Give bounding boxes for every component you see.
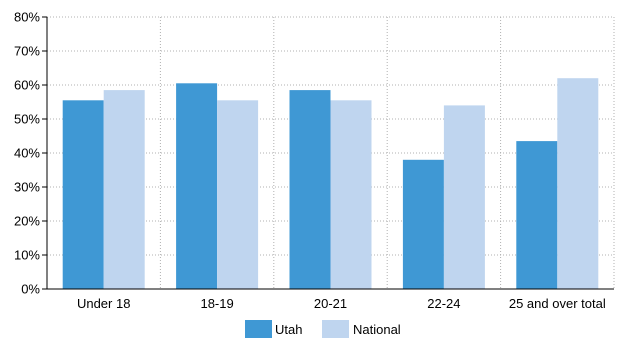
y-tick-label: 80% [14,10,40,25]
bar-national-3 [443,105,485,290]
y-tick-label: 10% [14,248,40,263]
y-tick-label: 20% [14,214,40,229]
x-tick-label: 22-24 [427,296,460,311]
bar-utah-3 [402,159,444,289]
bar-utah-2 [289,90,331,289]
x-tick-label: 18-19 [200,296,233,311]
y-tick-label: 60% [14,78,40,93]
bars [62,78,599,290]
y-tick-labels: 0% 10% 20% 30% 40% 50% 60% 70% 80% [14,10,40,297]
bar-utah-4 [516,141,558,289]
bar-national-1 [217,100,259,289]
bar-utah-1 [176,83,218,289]
legend-swatch-utah [245,320,272,338]
y-tick-label: 0% [21,282,40,297]
bar-utah-0 [62,100,104,289]
legend-label-national: National [353,322,401,337]
bar-national-2 [330,100,372,289]
x-tick-label: 25 and over total [509,296,606,311]
bar-national-0 [103,90,145,289]
y-tick-label: 40% [14,146,40,161]
legend: Utah National [245,320,401,338]
x-tick-label: Under 18 [77,296,130,311]
legend-swatch-national [322,320,349,338]
bar-national-4 [557,78,599,289]
legend-label-utah: Utah [275,322,302,337]
y-tick-label: 70% [14,44,40,59]
y-tick-label: 30% [14,180,40,195]
gridlines [47,16,615,289]
x-tick-labels: Under 18 18-19 20-21 22-24 25 and over total [77,296,606,311]
y-tick-label: 50% [14,112,40,127]
x-tick-label: 20-21 [314,296,347,311]
axes [42,16,614,290]
